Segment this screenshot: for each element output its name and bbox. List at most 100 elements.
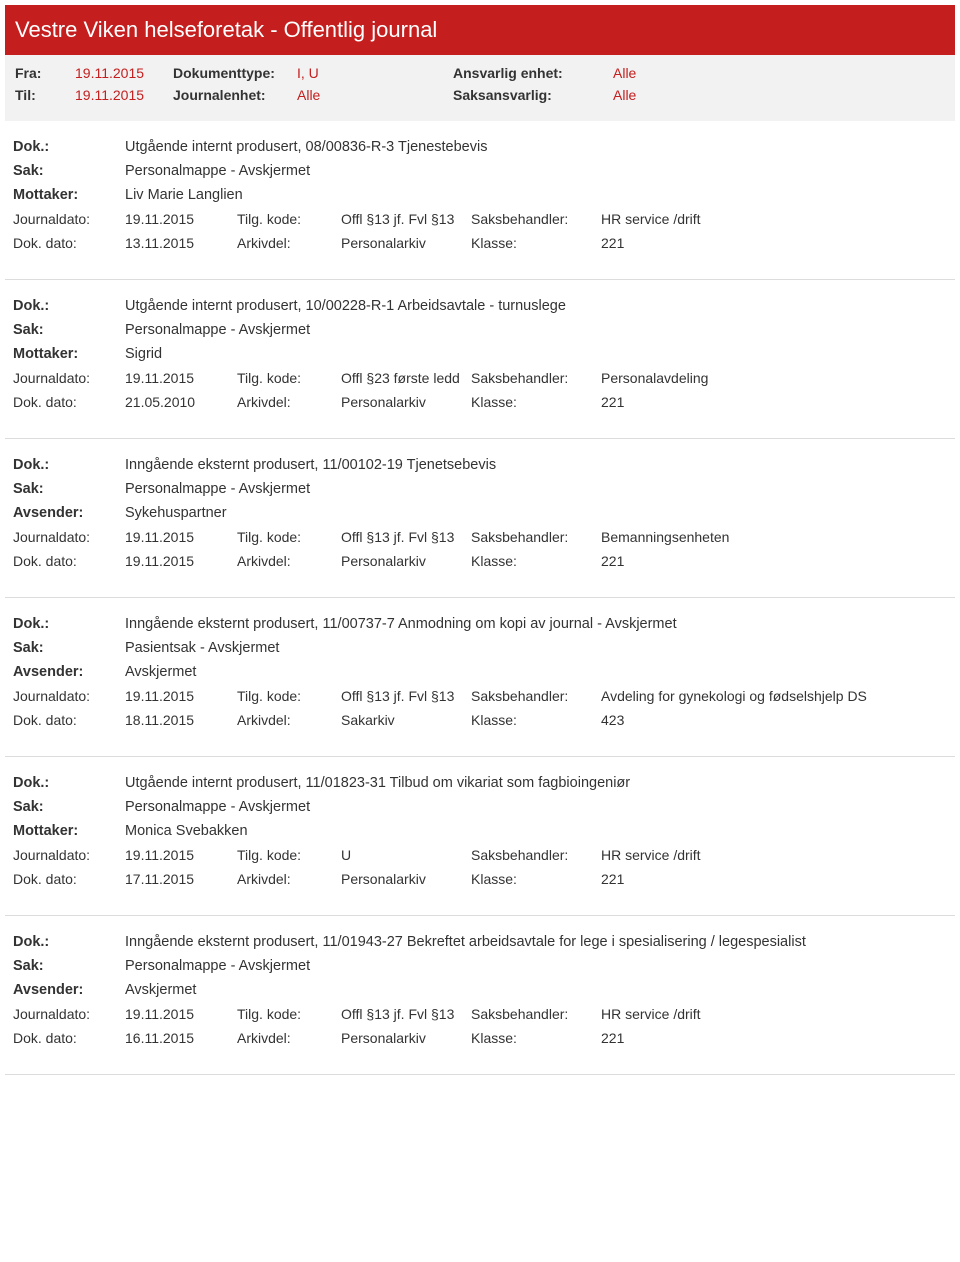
sak-label: Sak: (13, 958, 125, 974)
dokdato-label: Dok. dato: (13, 712, 125, 728)
doktype-label: Dokumenttype: (173, 65, 297, 81)
tilgkode-value: U (341, 847, 471, 863)
journal-entry: Dok.: Utgående internt produsert, 11/018… (5, 757, 955, 916)
klasse-label: Klasse: (471, 553, 601, 569)
saksbehandler-value: HR service /drift (601, 847, 947, 863)
klasse-value: 221 (601, 235, 947, 251)
entries-list: Dok.: Utgående internt produsert, 08/008… (5, 121, 955, 1075)
journal-entry: Dok.: Inngående eksternt produsert, 11/0… (5, 598, 955, 757)
til-label: Til: (15, 87, 75, 103)
party-text: Sykehuspartner (125, 505, 947, 521)
saksbehandler-label: Saksbehandler: (471, 370, 601, 386)
klasse-label: Klasse: (471, 871, 601, 887)
dok-text: Utgående internt produsert, 08/00836-R-3… (125, 139, 947, 155)
journalenhet-label: Journalenhet: (173, 87, 297, 103)
dok-text: Inngående eksternt produsert, 11/00102-1… (125, 457, 947, 473)
arkivdel-value: Personalarkiv (341, 871, 471, 887)
journaldato-label: Journaldato: (13, 370, 125, 386)
party-label: Mottaker: (13, 187, 125, 203)
klasse-label: Klasse: (471, 235, 601, 251)
arkivdel-label: Arkivdel: (237, 553, 341, 569)
klasse-value: 221 (601, 1030, 947, 1046)
dok-label: Dok.: (13, 934, 125, 950)
tilgkode-label: Tilg. kode: (237, 847, 341, 863)
dokdato-value: 16.11.2015 (125, 1030, 237, 1046)
saksansvarlig-label: Saksansvarlig: (453, 87, 613, 103)
dokdato-label: Dok. dato: (13, 235, 125, 251)
dokdato-value: 21.05.2010 (125, 394, 237, 410)
arkivdel-value: Personalarkiv (341, 1030, 471, 1046)
sak-label: Sak: (13, 640, 125, 656)
journal-entry: Dok.: Inngående eksternt produsert, 11/0… (5, 916, 955, 1075)
ansvarlig-value: Alle (613, 65, 636, 81)
dok-label: Dok.: (13, 457, 125, 473)
journaldato-label: Journaldato: (13, 529, 125, 545)
journaldato-label: Journaldato: (13, 847, 125, 863)
saksbehandler-value: Personalavdeling (601, 370, 947, 386)
arkivdel-label: Arkivdel: (237, 235, 341, 251)
dokdato-value: 19.11.2015 (125, 553, 237, 569)
journaldato-value: 19.11.2015 (125, 529, 237, 545)
tilgkode-label: Tilg. kode: (237, 370, 341, 386)
dokdato-label: Dok. dato: (13, 394, 125, 410)
sak-label: Sak: (13, 481, 125, 497)
journaldato-value: 19.11.2015 (125, 370, 237, 386)
saksbehandler-value: Avdeling for gynekologi og fødselshjelp … (601, 688, 947, 704)
saksbehandler-label: Saksbehandler: (471, 211, 601, 227)
tilgkode-label: Tilg. kode: (237, 1006, 341, 1022)
journaldato-value: 19.11.2015 (125, 847, 237, 863)
saksbehandler-value: HR service /drift (601, 1006, 947, 1022)
dok-label: Dok.: (13, 139, 125, 155)
arkivdel-value: Personalarkiv (341, 394, 471, 410)
party-text: Sigrid (125, 346, 947, 362)
sak-text: Personalmappe - Avskjermet (125, 481, 947, 497)
party-text: Avskjermet (125, 664, 947, 680)
sak-text: Personalmappe - Avskjermet (125, 958, 947, 974)
saksbehandler-label: Saksbehandler: (471, 529, 601, 545)
saksbehandler-value: HR service /drift (601, 211, 947, 227)
dokdato-value: 17.11.2015 (125, 871, 237, 887)
tilgkode-label: Tilg. kode: (237, 529, 341, 545)
journal-entry: Dok.: Utgående internt produsert, 10/002… (5, 280, 955, 439)
sak-label: Sak: (13, 322, 125, 338)
party-label: Avsender: (13, 505, 125, 521)
journaldato-value: 19.11.2015 (125, 688, 237, 704)
tilgkode-value: Offl §13 jf. Fvl §13 (341, 529, 471, 545)
party-label: Avsender: (13, 664, 125, 680)
sak-text: Personalmappe - Avskjermet (125, 163, 947, 179)
klasse-label: Klasse: (471, 712, 601, 728)
arkivdel-label: Arkivdel: (237, 712, 341, 728)
meta-block: Fra: 19.11.2015 Dokumenttype: I, U Ansva… (5, 55, 955, 121)
fra-label: Fra: (15, 65, 75, 81)
saksbehandler-label: Saksbehandler: (471, 847, 601, 863)
klasse-value: 423 (601, 712, 947, 728)
klasse-label: Klasse: (471, 394, 601, 410)
saksbehandler-value: Bemanningsenheten (601, 529, 947, 545)
dok-label: Dok.: (13, 298, 125, 314)
dokdato-label: Dok. dato: (13, 553, 125, 569)
arkivdel-label: Arkivdel: (237, 394, 341, 410)
journaldato-value: 19.11.2015 (125, 211, 237, 227)
party-label: Avsender: (13, 982, 125, 998)
saksbehandler-label: Saksbehandler: (471, 688, 601, 704)
party-text: Monica Svebakken (125, 823, 947, 839)
journaldato-value: 19.11.2015 (125, 1006, 237, 1022)
arkivdel-value: Sakarkiv (341, 712, 471, 728)
dok-text: Inngående eksternt produsert, 11/00737-7… (125, 616, 947, 632)
party-text: Liv Marie Langlien (125, 187, 947, 203)
party-label: Mottaker: (13, 823, 125, 839)
arkivdel-value: Personalarkiv (341, 553, 471, 569)
dokdato-value: 13.11.2015 (125, 235, 237, 251)
tilgkode-label: Tilg. kode: (237, 688, 341, 704)
arkivdel-label: Arkivdel: (237, 871, 341, 887)
dokdato-label: Dok. dato: (13, 871, 125, 887)
journal-entry: Dok.: Inngående eksternt produsert, 11/0… (5, 439, 955, 598)
sak-text: Pasientsak - Avskjermet (125, 640, 947, 656)
journaldato-label: Journaldato: (13, 211, 125, 227)
saksbehandler-label: Saksbehandler: (471, 1006, 601, 1022)
arkivdel-value: Personalarkiv (341, 235, 471, 251)
doktype-value: I, U (297, 65, 453, 81)
meta-row-2: Til: 19.11.2015 Journalenhet: Alle Saksa… (15, 87, 945, 103)
tilgkode-value: Offl §13 jf. Fvl §13 (341, 1006, 471, 1022)
arkivdel-label: Arkivdel: (237, 1030, 341, 1046)
